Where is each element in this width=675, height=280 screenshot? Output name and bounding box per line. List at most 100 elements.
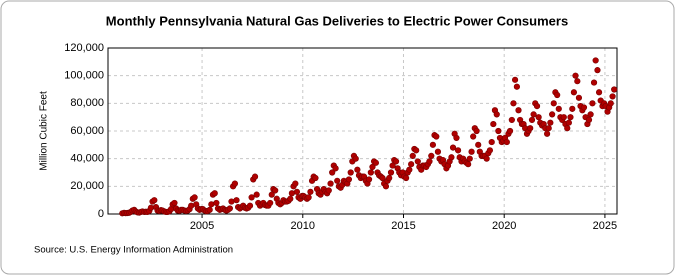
data-point xyxy=(570,89,577,96)
data-point xyxy=(151,197,158,204)
data-point xyxy=(367,169,374,176)
y-axis-label: Million Cubic Feet xyxy=(39,91,50,171)
data-point xyxy=(580,104,588,111)
data-point xyxy=(386,174,393,182)
data-point xyxy=(191,194,198,201)
data-point xyxy=(347,169,354,176)
data-point xyxy=(468,148,475,155)
data-point xyxy=(354,166,361,173)
data-point xyxy=(429,141,436,148)
data-point xyxy=(188,202,195,209)
data-point xyxy=(560,114,567,121)
data-point xyxy=(592,57,599,64)
data-point xyxy=(228,198,235,205)
data-point xyxy=(533,102,541,110)
data-point xyxy=(352,155,359,162)
data-point xyxy=(406,166,413,173)
y-tick-label: 0 xyxy=(98,208,104,220)
data-point xyxy=(433,133,440,140)
data-point xyxy=(594,67,601,74)
data-point xyxy=(413,147,420,154)
chart-title: Monthly Pennsylvania Natural Gas Deliver… xyxy=(106,13,568,28)
source-note: Source: U.S. Energy Information Administ… xyxy=(34,245,233,256)
data-point xyxy=(272,187,279,194)
x-tick-label: 2015 xyxy=(391,220,415,232)
data-point xyxy=(488,138,495,146)
x-tick-label: 2025 xyxy=(593,220,617,232)
data-point xyxy=(448,154,455,161)
data-point xyxy=(466,155,473,162)
data-point xyxy=(572,72,579,79)
data-point xyxy=(292,180,299,187)
data-point xyxy=(549,111,556,118)
data-point xyxy=(506,127,514,135)
data-point xyxy=(409,152,416,159)
data-point xyxy=(575,94,583,101)
data-point xyxy=(503,138,510,146)
data-point xyxy=(569,105,576,112)
data-point xyxy=(590,79,598,86)
y-tick-label: 120,000 xyxy=(64,42,104,54)
data-point xyxy=(545,125,552,132)
data-point xyxy=(515,107,522,114)
data-point xyxy=(147,204,155,211)
data-point xyxy=(609,93,616,100)
data-point xyxy=(510,100,517,107)
data-point xyxy=(475,141,482,148)
data-point xyxy=(414,158,421,165)
data-point xyxy=(392,158,400,165)
data-point xyxy=(555,105,562,112)
data-point xyxy=(369,163,376,171)
data-point xyxy=(490,120,497,128)
data-point xyxy=(334,177,341,184)
data-point xyxy=(528,116,536,124)
data-point xyxy=(483,155,490,162)
data-point xyxy=(544,130,551,137)
data-point xyxy=(527,125,534,132)
data-point xyxy=(535,114,542,121)
data-point xyxy=(574,78,581,85)
data-point xyxy=(268,191,275,198)
data-point xyxy=(607,100,614,107)
y-tick-label: 20,000 xyxy=(70,180,104,192)
data-point xyxy=(208,201,215,208)
data-point xyxy=(511,76,519,83)
data-point xyxy=(287,195,294,202)
data-point xyxy=(307,188,314,195)
data-point xyxy=(372,159,379,166)
data-point xyxy=(312,174,319,182)
x-tick-label: 2020 xyxy=(492,220,516,232)
data-point xyxy=(389,162,396,169)
data-point xyxy=(530,111,537,118)
data-point xyxy=(565,119,572,126)
data-point xyxy=(453,134,460,142)
data-point xyxy=(449,144,457,151)
data-point xyxy=(329,169,336,176)
y-tick-label: 100,000 xyxy=(64,70,104,82)
data-point xyxy=(226,205,233,212)
data-point xyxy=(550,100,557,107)
data-point xyxy=(379,174,386,182)
data-point xyxy=(465,161,472,168)
data-point xyxy=(253,191,260,198)
data-point xyxy=(288,190,296,197)
data-point xyxy=(325,187,332,194)
data-point xyxy=(454,147,462,154)
data-point xyxy=(495,127,502,135)
data-point xyxy=(470,133,477,140)
plot-area xyxy=(107,47,618,215)
data-point xyxy=(327,180,334,187)
data-point xyxy=(508,116,515,124)
data-point xyxy=(426,158,433,165)
data-point xyxy=(567,114,574,121)
data-point xyxy=(585,116,593,124)
data-point xyxy=(611,86,618,93)
data-point xyxy=(251,173,259,180)
data-point xyxy=(211,190,218,197)
y-tick-label: 80,000 xyxy=(70,97,104,109)
data-point xyxy=(345,176,353,183)
data-point xyxy=(248,194,255,201)
data-point xyxy=(513,83,520,90)
data-point xyxy=(365,176,373,183)
